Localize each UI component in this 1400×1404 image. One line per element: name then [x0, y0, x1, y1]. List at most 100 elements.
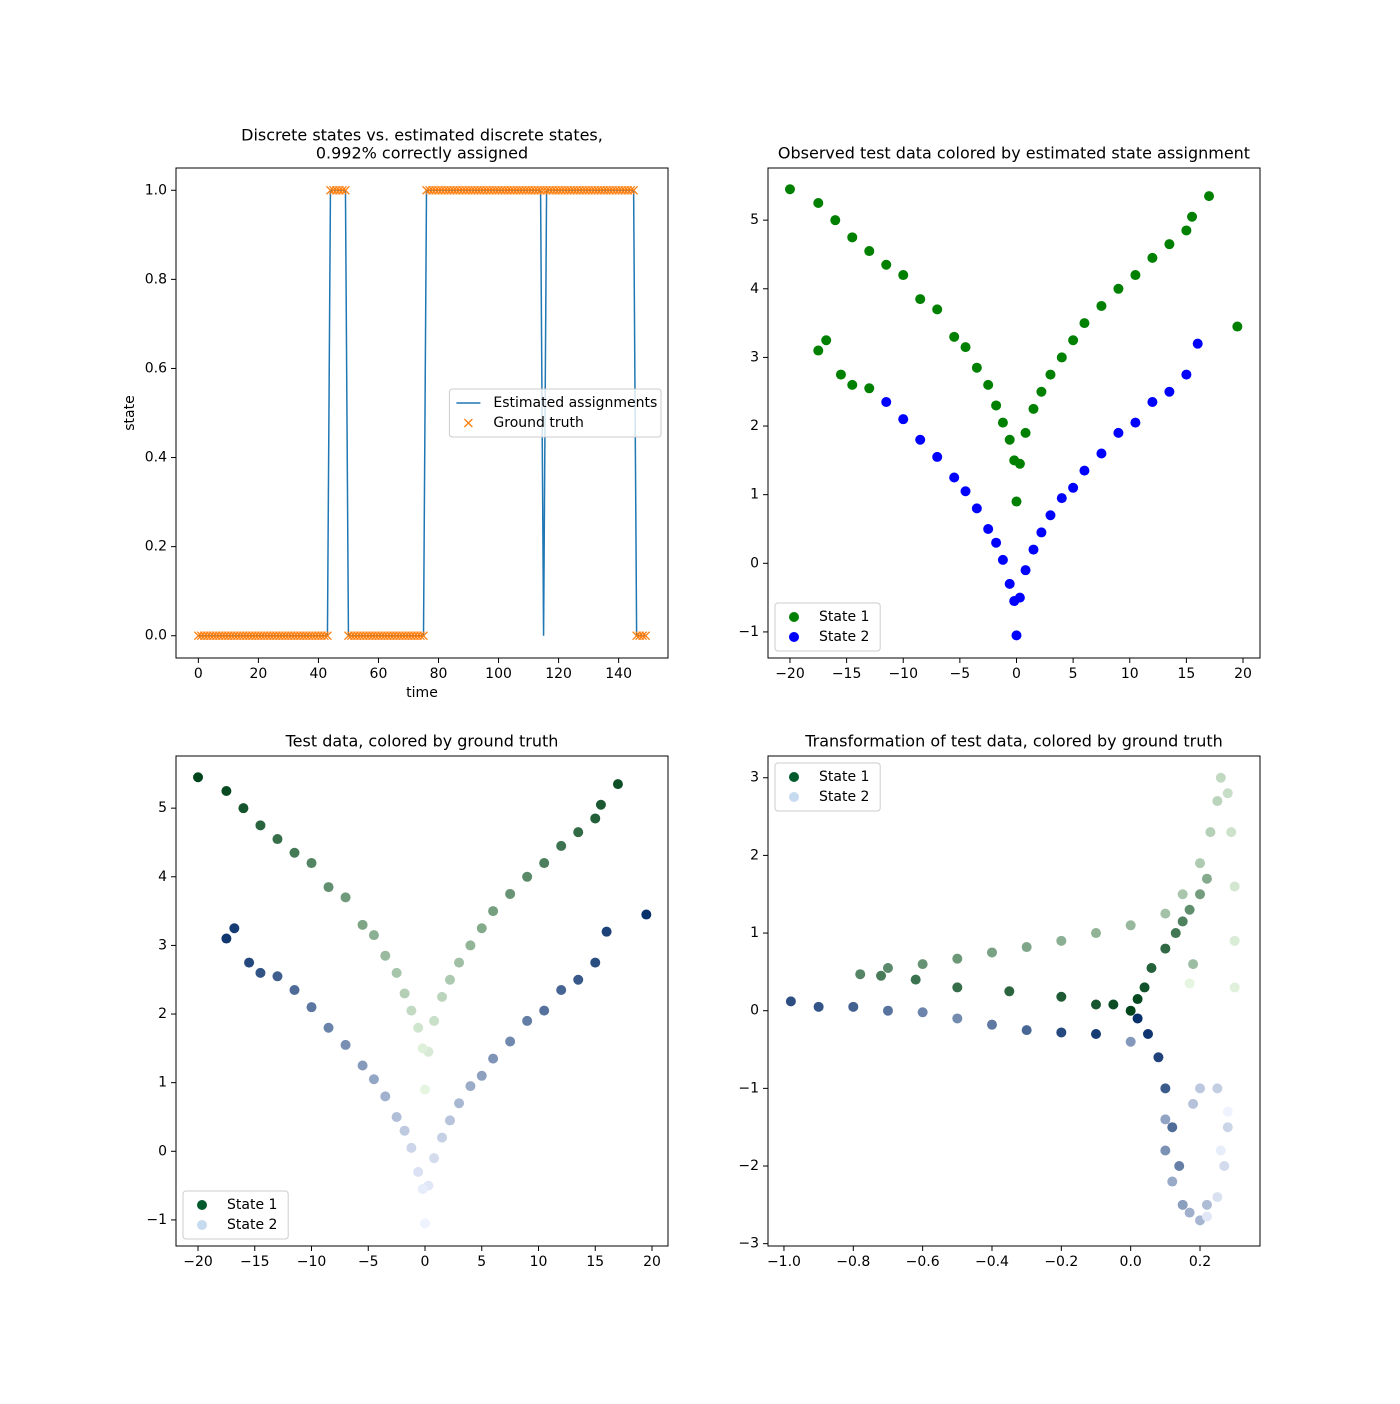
- x-tick-label: 5: [1069, 666, 1078, 682]
- x-tick-label: −0.4: [975, 1254, 1009, 1270]
- x-tick-label: 15: [1177, 666, 1195, 682]
- legend-label: State 2: [227, 1217, 277, 1233]
- point: [1108, 999, 1119, 1010]
- point: [1091, 928, 1101, 939]
- point: [1222, 788, 1233, 799]
- point: [1004, 578, 1015, 589]
- x-tick-label: 0.0: [1120, 1254, 1142, 1270]
- legend-swatch: [789, 632, 799, 642]
- subplot: 0 20 40 60 80 100 120 140 0.0 0.2 0.4 0.6 0.8 1.0 Disc…: [122, 126, 669, 701]
- point: [1125, 1005, 1136, 1016]
- x-tick-label: −0.6: [906, 1254, 940, 1270]
- point: [1160, 1145, 1171, 1156]
- point: [1188, 1098, 1199, 1109]
- x-tick-label: 15: [586, 1254, 604, 1270]
- point: [429, 1153, 440, 1164]
- point: [391, 967, 402, 978]
- point: [1045, 369, 1056, 380]
- y-tick-label: 2: [750, 418, 759, 434]
- point: [413, 1022, 424, 1033]
- point: [573, 827, 584, 838]
- point: [1091, 1029, 1101, 1040]
- point: [391, 1111, 402, 1122]
- y-tick-label: −3: [738, 1236, 759, 1252]
- x-tick-label: 80: [430, 666, 448, 682]
- point: [1229, 982, 1240, 993]
- point: [971, 362, 982, 373]
- point: [556, 985, 567, 996]
- point: [1160, 943, 1171, 954]
- legend-box: [182, 1190, 289, 1240]
- legend-box: [774, 602, 881, 652]
- y-tick-label: 1: [750, 925, 759, 941]
- point: [417, 1184, 428, 1195]
- y-tick-label: 0: [750, 555, 759, 571]
- marker: [626, 185, 636, 195]
- legend-box: [448, 388, 662, 438]
- point: [1160, 908, 1171, 919]
- point: [454, 1098, 465, 1109]
- x-tick-label: 40: [310, 666, 328, 682]
- axes-frame: [767, 167, 1261, 659]
- point: [932, 451, 943, 462]
- point: [1056, 352, 1067, 363]
- point: [864, 383, 875, 394]
- marker: [419, 631, 428, 641]
- point: [991, 537, 1002, 548]
- y-tick-label: 0.6: [145, 360, 167, 376]
- point: [1056, 991, 1067, 1002]
- point: [917, 1007, 928, 1018]
- point: [406, 1005, 417, 1016]
- point: [1167, 1176, 1178, 1187]
- point: [465, 1081, 476, 1092]
- point: [417, 1043, 428, 1054]
- point: [590, 813, 601, 824]
- point: [1146, 962, 1157, 973]
- x-tick-label: −0.8: [836, 1254, 870, 1270]
- point: [399, 988, 410, 999]
- point: [949, 472, 960, 483]
- point: [932, 304, 943, 315]
- point: [1219, 1161, 1230, 1172]
- point: [898, 270, 909, 281]
- y-tick-label: 0.4: [145, 450, 167, 466]
- chart-title: Observed test data colored by estimated …: [778, 144, 1250, 163]
- point: [785, 996, 796, 1007]
- point: [244, 957, 255, 968]
- point: [444, 1115, 455, 1126]
- legend: State 1 State 2: [774, 602, 881, 652]
- point: [1068, 482, 1079, 493]
- marker: [337, 185, 347, 195]
- x-tick-label: −0.2: [1044, 1254, 1078, 1270]
- legend-swatch: [789, 612, 799, 622]
- point: [830, 215, 841, 226]
- chart-title: Discrete states vs. estimated discrete s…: [241, 126, 603, 145]
- y-tick-label: −2: [738, 1158, 759, 1174]
- legend-label: State 1: [819, 609, 869, 625]
- point: [539, 1005, 550, 1016]
- point: [1020, 565, 1031, 576]
- point: [1020, 427, 1031, 438]
- point: [952, 953, 963, 964]
- point: [1004, 434, 1015, 445]
- point: [1021, 1025, 1032, 1036]
- point: [380, 1091, 391, 1102]
- point: [910, 974, 921, 985]
- point: [1177, 916, 1188, 927]
- point: [573, 974, 584, 985]
- point: [289, 985, 300, 996]
- x-tick-label: 20: [249, 666, 267, 682]
- x-tick-label: 5: [477, 1254, 486, 1270]
- axes-frame: [175, 755, 669, 1247]
- point: [1160, 1114, 1171, 1125]
- point: [1009, 455, 1020, 466]
- point: [641, 909, 652, 920]
- point: [1215, 1145, 1226, 1156]
- y-tick-label: 0.2: [145, 539, 167, 555]
- point: [1068, 335, 1079, 346]
- point: [864, 246, 875, 257]
- y-tick-label: −1: [146, 1212, 167, 1228]
- point: [855, 969, 866, 980]
- y-tick-label: 3: [750, 770, 759, 786]
